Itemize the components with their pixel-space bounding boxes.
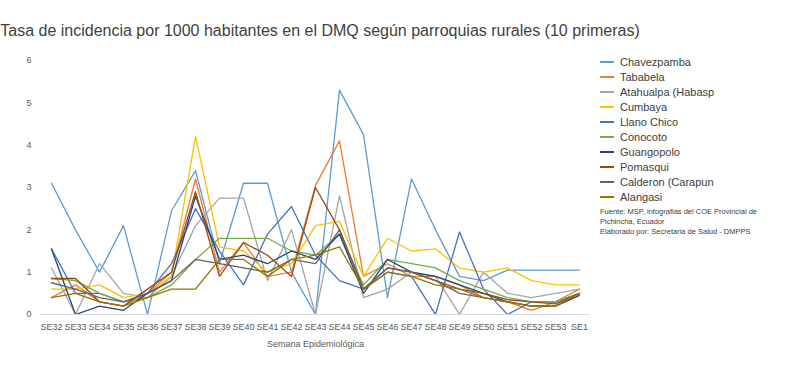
- svg-text:SE44: SE44: [328, 322, 350, 332]
- svg-text:SE32: SE32: [40, 322, 62, 332]
- svg-text:SE42: SE42: [280, 322, 302, 332]
- svg-text:SE36: SE36: [136, 322, 158, 332]
- html-text:Atahualpa (Habasp: Atahualpa (Habasp: [620, 85, 715, 98]
- html-text:Pomasqui: Pomasqui: [620, 160, 669, 173]
- svg-text:0: 0: [26, 309, 31, 319]
- svg-text:4: 4: [26, 140, 31, 150]
- html-text:Fuente: MSP, infografias del C: Fuente: MSP, infografias del COE Provinc…: [600, 207, 757, 226]
- svg-text:SE46: SE46: [376, 322, 398, 332]
- svg-text:SE37: SE37: [160, 322, 182, 332]
- svg-text:6: 6: [26, 55, 31, 65]
- svg-text:SE38: SE38: [184, 322, 206, 332]
- html-text:Alangasi: Alangasi: [620, 190, 663, 203]
- html-text:Tasa de incidencia por 1000 ha: Tasa de incidencia por 1000 habitantes e…: [0, 22, 640, 39]
- svg-text:SE49: SE49: [448, 322, 470, 332]
- svg-text:SE47: SE47: [400, 322, 422, 332]
- svg-text:SE45: SE45: [352, 322, 374, 332]
- svg-text:SE1: SE1: [571, 322, 588, 332]
- svg-text:1: 1: [26, 267, 31, 277]
- svg-text:5: 5: [26, 98, 31, 108]
- svg-text:SE52: SE52: [520, 322, 542, 332]
- html-text:Conocoto: Conocoto: [620, 130, 668, 143]
- html-text:Cumbaya: Cumbaya: [620, 100, 668, 113]
- html-text:Calderon (Carapun: Calderon (Carapun: [620, 175, 714, 188]
- svg-text:SE33: SE33: [64, 322, 86, 332]
- html-text:Tababela: Tababela: [620, 70, 665, 83]
- svg-text:SE40: SE40: [232, 322, 254, 332]
- svg-text:Semana Epidemiológica: Semana Epidemiológica: [267, 339, 364, 349]
- html-text:Llano Chico: Llano Chico: [620, 115, 679, 128]
- svg-text:SE41: SE41: [256, 322, 278, 332]
- html-text:Elaborado por: Secretaria de S: Elaborado por: Secretaria de Salud - DMP…: [600, 227, 751, 236]
- svg-text:SE53: SE53: [544, 322, 566, 332]
- svg-text:SE39: SE39: [208, 322, 230, 332]
- svg-text:2: 2: [26, 225, 31, 235]
- html-text:Guangopolo: Guangopolo: [620, 145, 680, 158]
- svg-text:SE48: SE48: [424, 322, 446, 332]
- svg-text:SE35: SE35: [112, 322, 134, 332]
- html-text:Chavezpamba: Chavezpamba: [620, 55, 691, 68]
- svg-text:SE50: SE50: [472, 322, 494, 332]
- svg-text:3: 3: [26, 182, 31, 192]
- svg-text:SE34: SE34: [88, 322, 110, 332]
- svg-text:SE51: SE51: [496, 322, 518, 332]
- svg-text:SE43: SE43: [304, 322, 326, 332]
